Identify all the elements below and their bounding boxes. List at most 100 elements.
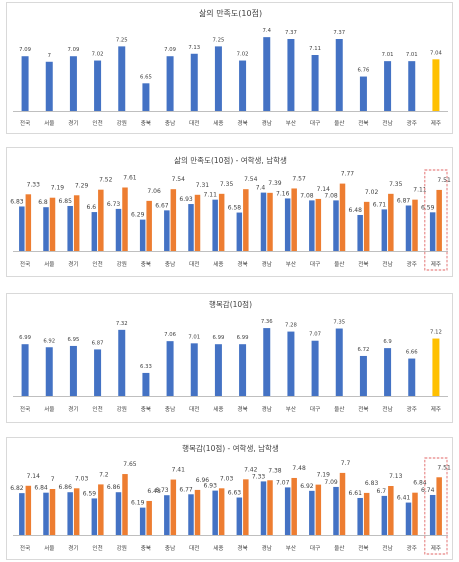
- bar: [166, 56, 174, 111]
- category-label: 충남: [165, 260, 175, 268]
- highlight-box-jeju: [424, 457, 448, 555]
- data-label: 7.16: [276, 190, 290, 197]
- category-label: 강원: [117, 260, 127, 268]
- bar-female: [188, 494, 194, 535]
- data-label: 6.73: [155, 487, 169, 494]
- bar-male: [170, 479, 177, 535]
- bar: [94, 349, 102, 396]
- data-label: 7.07: [309, 332, 321, 338]
- bar: [432, 59, 440, 111]
- category-label: 서울: [44, 405, 54, 413]
- data-label: 7.19: [317, 472, 331, 479]
- bar: [21, 56, 29, 111]
- data-label: 6.86: [107, 484, 121, 491]
- data-label: 7: [51, 476, 55, 483]
- data-label: 6.41: [397, 495, 411, 502]
- chart-svg: 행복감(10점) - 여학생, 남학생6.827.14전국6.847서울6.86…: [10, 443, 451, 555]
- category-label: 광주: [407, 545, 417, 552]
- category-label: 대구: [310, 119, 320, 127]
- category-label: 전국: [20, 405, 30, 413]
- category-label: 경기: [68, 544, 78, 552]
- category-label: 경북: [237, 261, 247, 268]
- bar-female: [357, 214, 363, 251]
- bar-male: [315, 198, 322, 251]
- data-label: 6.93: [179, 196, 193, 203]
- bar-female: [164, 495, 170, 535]
- category-label: 대전: [189, 119, 199, 127]
- bar: [408, 358, 416, 396]
- data-label: 6.92: [300, 483, 314, 490]
- bar: [359, 355, 367, 396]
- bar-male: [291, 188, 297, 251]
- data-label: 7.54: [244, 176, 258, 183]
- bar: [142, 372, 150, 396]
- data-label: 7.65: [123, 461, 137, 468]
- data-label: 7.37: [285, 30, 297, 36]
- chart-title: 행복감(10점): [209, 299, 252, 309]
- data-label: 7.11: [204, 192, 218, 199]
- data-label: 6.71: [373, 201, 387, 208]
- bar: [118, 46, 126, 111]
- data-label: 7.52: [99, 177, 113, 184]
- category-label: 울산: [334, 544, 344, 552]
- bar-male: [194, 489, 201, 535]
- data-label: 6.95: [68, 337, 80, 343]
- data-label: 7.35: [389, 181, 403, 188]
- category-label: 제주: [431, 405, 441, 413]
- bar-male: [388, 486, 394, 535]
- category-label: 제주: [431, 260, 441, 268]
- bar-male: [363, 201, 370, 251]
- category-label: 부산: [286, 260, 296, 268]
- data-label: 7.02: [92, 52, 104, 58]
- bar-male: [339, 183, 346, 251]
- category-label: 경기: [68, 405, 78, 413]
- bar-male: [388, 193, 394, 251]
- data-label: 6.74: [421, 487, 435, 494]
- bar-female: [405, 205, 412, 251]
- data-label: 7.77: [341, 171, 355, 178]
- bar-male: [363, 492, 370, 535]
- data-label: 6.84: [34, 485, 48, 492]
- category-label: 충북: [141, 405, 151, 413]
- bar-female: [188, 204, 194, 251]
- data-label: 7.01: [188, 334, 200, 340]
- chart-title: 행복감(10점) - 여학생, 남학생: [182, 443, 279, 453]
- bar: [190, 53, 198, 111]
- category-label: 전북: [358, 119, 368, 127]
- bar-male: [412, 492, 418, 535]
- bar: [263, 328, 271, 396]
- data-label: 6.66: [406, 350, 418, 356]
- category-label: 경기: [68, 260, 78, 268]
- data-label: 7.2: [99, 471, 109, 478]
- category-label: 서울: [44, 260, 54, 268]
- bar-male: [339, 472, 346, 535]
- bar-male: [146, 500, 152, 535]
- bar-male: [194, 194, 201, 251]
- category-label: 부산: [286, 405, 296, 413]
- bar-female: [260, 481, 267, 535]
- data-label: 7.42: [244, 466, 258, 473]
- category-label: 울산: [334, 405, 344, 413]
- data-label: 6.65: [140, 74, 152, 80]
- data-label: 6.9: [383, 339, 391, 345]
- data-label: 6.77: [179, 486, 193, 493]
- category-label: 부산: [286, 119, 296, 127]
- data-label: 6.92: [43, 338, 55, 344]
- data-label: 6.93: [204, 483, 218, 490]
- bar-female: [115, 492, 122, 535]
- category-label: 서울: [44, 119, 54, 127]
- data-label: 7.12: [430, 330, 442, 336]
- data-label: 7.08: [300, 192, 314, 199]
- data-label: 6.19: [131, 500, 145, 507]
- chart-panel-life-satisfaction: 삶의 만족도(10점) 7.09 전국 7 서울 7.09 경기 7.02 인천 7.25 강원 6.…: [6, 2, 453, 134]
- data-label: 6.83: [10, 198, 24, 205]
- data-label: 6.72: [358, 347, 370, 353]
- data-label: 6.48: [349, 207, 363, 214]
- bar-female: [43, 207, 49, 251]
- bar: [384, 61, 392, 111]
- data-label: 7.02: [237, 52, 249, 58]
- bar-male: [412, 199, 418, 251]
- data-label: 7.03: [220, 475, 234, 482]
- data-label: 6.99: [19, 335, 31, 341]
